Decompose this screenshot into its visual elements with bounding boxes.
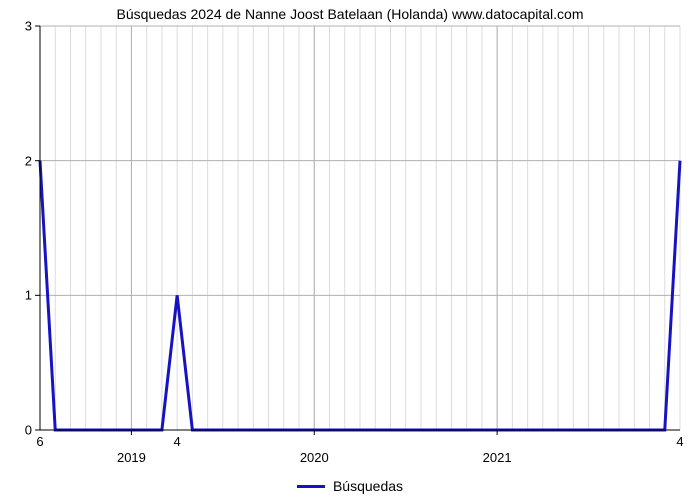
y-tick-label: 1 — [12, 288, 32, 303]
plot-area — [40, 26, 680, 430]
y-tick-label: 3 — [12, 19, 32, 34]
chart-container: Búsquedas 2024 de Nanne Joost Batelaan (… — [0, 0, 700, 500]
chart-title: Búsquedas 2024 de Nanne Joost Batelaan (… — [0, 6, 700, 22]
y-tick-label: 2 — [12, 153, 32, 168]
x-tick-label: 2019 — [117, 450, 146, 465]
legend-swatch — [297, 485, 325, 488]
plot-svg — [40, 26, 680, 430]
legend: Búsquedas — [297, 478, 403, 494]
legend-label: Búsquedas — [333, 478, 403, 494]
x-count-annotation: 6 — [36, 434, 43, 449]
x-count-annotation: 4 — [174, 434, 181, 449]
y-tick-label: 0 — [12, 423, 32, 438]
x-count-annotation: 4 — [676, 434, 683, 449]
x-tick-label: 2020 — [300, 450, 329, 465]
x-tick-label: 2021 — [483, 450, 512, 465]
